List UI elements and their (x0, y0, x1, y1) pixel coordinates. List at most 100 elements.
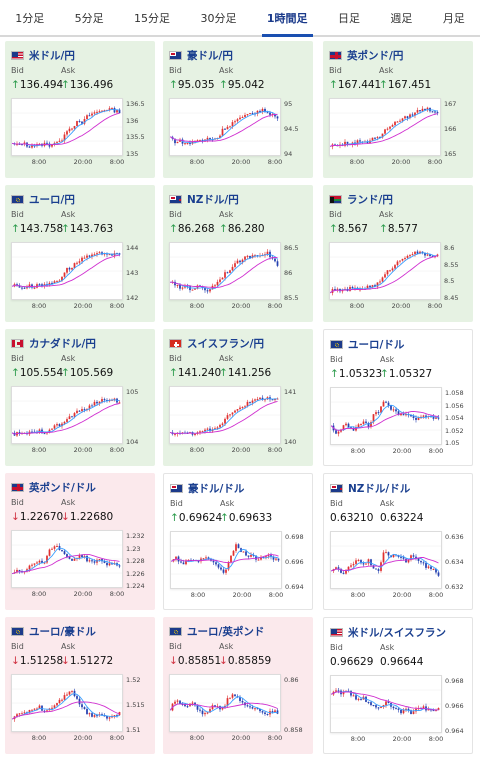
mini-candle-chart[interactable] (329, 98, 441, 156)
pair-name[interactable]: ランド/円 (347, 194, 393, 206)
pair-name[interactable]: 米ドル/スイスフラン (348, 627, 447, 639)
candle (201, 286, 204, 288)
rate-card[interactable]: カナダドル/円 Bid Ask ↑105.554↑105.569 105 104 8:00 2… (5, 329, 155, 466)
bid-quote: ↑136.494 (11, 79, 63, 91)
candle (204, 429, 206, 432)
card-title[interactable]: スイスフラン/円 (169, 336, 264, 351)
bid-arrow-icon: ↑ (330, 368, 339, 380)
pair-name[interactable]: ユーロ/ドル (348, 339, 405, 351)
pair-name[interactable]: ユーロ/豪ドル (29, 626, 96, 638)
candle (411, 114, 414, 116)
quote-labels: Bid Ask (11, 642, 75, 651)
rate-card[interactable]: 豪ドル/円 Bid Ask ↑95.035 ↑95.042 95 94.5 94 8:00 20:… (163, 41, 313, 178)
mini-candle-chart[interactable] (11, 386, 123, 444)
pair-name[interactable]: 豪ドル/ドル (188, 483, 245, 495)
candle (93, 254, 96, 256)
pair-name[interactable]: カナダドル/円 (29, 338, 96, 350)
mini-candle-chart[interactable] (330, 387, 442, 445)
pair-name[interactable]: NZドル/円 (187, 194, 239, 206)
tab-0[interactable]: 1分足 (15, 11, 45, 25)
ask-arrow-icon: ↑ (219, 367, 228, 379)
card-title[interactable]: 米ドル/スイスフラン (330, 625, 446, 640)
rate-card[interactable]: 豪ドル/ドル Bid Ask ↑0.69624↑0.69633 0.698 0.696 0.… (163, 473, 313, 610)
candle (236, 409, 239, 411)
bid-quote: ↓1.22670 (11, 511, 63, 523)
rate-card[interactable]: ユーロ/豪ドル Bid Ask ↓1.51258↓1.51272 1.52 1.515 1.… (5, 617, 155, 754)
card-title[interactable]: ユーロ/英ポンド (169, 624, 264, 639)
candle (113, 715, 116, 717)
pair-name[interactable]: スイスフラン/円 (187, 338, 265, 350)
za-flag-icon (329, 195, 342, 204)
card-title[interactable]: ユーロ/円 (11, 192, 75, 207)
pair-name[interactable]: ユーロ/円 (29, 194, 75, 206)
mini-candle-chart[interactable] (169, 386, 281, 444)
candle (209, 137, 211, 140)
candle (71, 268, 73, 270)
mini-candle-chart[interactable] (330, 675, 442, 733)
pair-name[interactable]: 米ドル/円 (29, 50, 75, 62)
mini-candle-chart[interactable] (11, 98, 123, 156)
ma-fast-line (12, 253, 120, 288)
card-title[interactable]: NZドル/ドル (330, 481, 410, 496)
pair-name[interactable]: NZドル/ドル (348, 483, 411, 495)
mini-candle-chart[interactable] (11, 674, 123, 732)
mini-candle-chart[interactable] (330, 531, 442, 589)
candle (342, 691, 345, 695)
pair-name[interactable]: ユーロ/英ポンド (187, 626, 265, 638)
candle (411, 254, 414, 256)
rate-card[interactable]: NZドル/ドル Bid Ask 0.63210 0.63224 0.636 0.634 0.6… (323, 473, 473, 610)
candle (412, 711, 415, 714)
rate-card[interactable]: 英ポンド/円 Bid Ask ↑167.441↑167.451 167 166 165 8:0… (323, 41, 473, 178)
card-title[interactable]: ユーロ/豪ドル (11, 624, 96, 639)
card-title[interactable]: ランド/円 (329, 192, 393, 207)
card-title[interactable]: カナダドル/円 (11, 336, 96, 351)
pair-name[interactable]: 英ポンド/円 (347, 50, 404, 62)
mini-candle-chart[interactable] (11, 530, 123, 588)
card-title[interactable]: ユーロ/ドル (330, 337, 404, 352)
mini-candle-chart[interactable] (169, 674, 281, 732)
mini-candle-chart[interactable] (170, 531, 282, 589)
card-title[interactable]: 豪ドル/円 (169, 48, 233, 63)
candle (352, 563, 355, 566)
candle (177, 556, 180, 562)
candle (266, 713, 269, 715)
pair-name[interactable]: 英ポンド/ドル (29, 482, 96, 494)
bid-label: Bid (169, 66, 182, 75)
tab-2[interactable]: 15分足 (134, 11, 171, 25)
rate-card[interactable]: 英ポンド/ドル Bid Ask ↓1.22670↓1.22680 1.232 1.23 1.… (5, 473, 155, 610)
candle-chart-svg (171, 542, 281, 575)
candle (416, 251, 419, 254)
rate-card[interactable]: スイスフラン/円 Bid Ask ↑141.240↑141.256 141 140 8:00… (163, 329, 313, 466)
rate-card[interactable]: 米ドル/円 Bid Ask ↑136.494↑136.496 136.5 136 135.5… (5, 41, 155, 178)
tab-1[interactable]: 5分足 (74, 11, 104, 25)
card-title[interactable]: 英ポンド/円 (329, 48, 403, 63)
x-tick-label: 8:00 (190, 591, 206, 599)
mini-candle-chart[interactable] (169, 98, 281, 156)
pair-name[interactable]: 豪ドル/円 (187, 50, 233, 62)
card-title[interactable]: 英ポンド/ドル (11, 480, 96, 495)
rate-card[interactable]: ユーロ/円 Bid Ask ↑143.758↑143.763 144 143 142 8:00… (5, 185, 155, 322)
rate-card[interactable]: ユーロ/ドル Bid Ask ↑1.05323↑1.05327 1.058 1.056 1.… (323, 329, 473, 466)
rate-card[interactable]: NZドル/円 Bid Ask ↑86.268 ↑86.280 86.5 86 85.5 8:00… (163, 185, 313, 322)
rate-card[interactable]: 米ドル/スイスフラン Bid Ask 0.96629 0.96644 0.968 0.966… (323, 617, 473, 754)
tab-7[interactable]: 月足 (442, 11, 465, 25)
mini-candle-chart[interactable] (169, 242, 281, 300)
x-tick-label: 20:00 (231, 302, 251, 310)
rate-card[interactable]: ユーロ/英ポンド Bid Ask ↓0.85851↓0.85859 0.86 0.858 8… (163, 617, 313, 754)
mini-candle-chart[interactable] (11, 242, 123, 300)
tab-6[interactable]: 週足 (390, 11, 413, 25)
mini-candle-chart[interactable] (329, 242, 441, 300)
candle (392, 554, 395, 558)
tab-4[interactable]: 1時間足 (252, 0, 323, 37)
tab-3[interactable]: 30分足 (200, 11, 237, 25)
rate-card[interactable]: ランド/円 Bid Ask ↑8.567 ↑8.577 8.6 8.55 8.5 8.45 8:0… (323, 185, 473, 322)
candle (431, 111, 434, 113)
card-title[interactable]: 米ドル/円 (11, 48, 75, 63)
candle (118, 565, 121, 567)
tab-5[interactable]: 日足 (337, 11, 360, 25)
card-title[interactable]: NZドル/円 (169, 192, 239, 207)
candle (86, 708, 88, 715)
y-tick-label: 1.515 (126, 701, 145, 709)
card-title[interactable]: 豪ドル/ドル (170, 481, 244, 496)
ma-fast-line (170, 253, 278, 290)
